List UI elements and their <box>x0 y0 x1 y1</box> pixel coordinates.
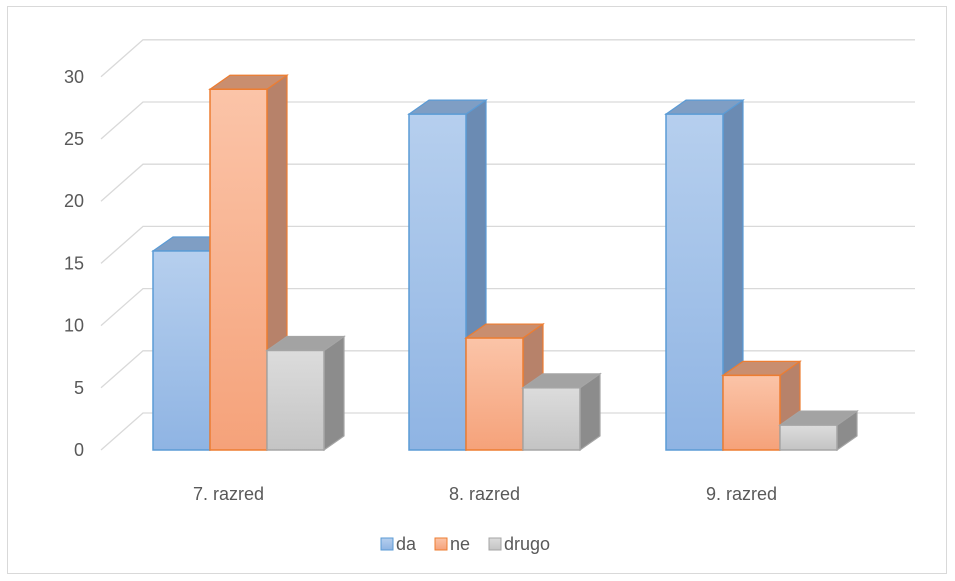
legend-label: drugo <box>504 534 550 554</box>
y-tick-label: 30 <box>64 67 84 87</box>
bars <box>151 74 859 452</box>
x-category-label: 8. razred <box>449 484 520 504</box>
gridline <box>100 39 915 78</box>
y-tick-label: 0 <box>74 440 84 460</box>
gridline <box>100 101 915 140</box>
gridline <box>100 163 915 202</box>
legend-swatch <box>380 537 394 551</box>
bar-chart: 0 5 10 15 20 25 30 7. razred 8. razred 9. razred… <box>64 39 915 554</box>
gridline <box>100 287 915 327</box>
gridline <box>100 350 915 389</box>
chart-frame: 0 5 10 15 20 25 30 7. razred 8. razred 9. razred… <box>7 6 947 574</box>
legend-item-ne: ne <box>434 534 470 554</box>
legend-item-da: da <box>380 534 417 554</box>
gridline <box>100 412 915 451</box>
y-tick-label: 15 <box>64 253 84 273</box>
legend-swatch <box>434 537 448 551</box>
x-category-label: 9. razred <box>706 484 777 504</box>
legend: da ne drugo <box>380 534 550 554</box>
y-axis-ticks: 0 5 10 15 20 25 30 <box>64 67 84 460</box>
bar-da-3 <box>664 98 745 452</box>
y-tick-label: 20 <box>64 191 84 211</box>
y-tick-label: 25 <box>64 129 84 149</box>
y-tick-label: 5 <box>74 378 84 398</box>
legend-swatch <box>488 537 502 551</box>
legend-label: da <box>396 534 417 554</box>
bar-drugo-1 <box>265 335 346 452</box>
bar-drugo-2 <box>521 372 602 452</box>
x-axis-categories: 7. razred 8. razred 9. razred <box>193 484 777 504</box>
gridline <box>100 225 915 264</box>
bar-drugo-3 <box>778 409 859 452</box>
gridlines <box>100 39 915 451</box>
legend-label: ne <box>450 534 470 554</box>
legend-item-drugo: drugo <box>488 534 550 554</box>
x-category-label: 7. razred <box>193 484 264 504</box>
y-tick-label: 10 <box>64 316 84 336</box>
